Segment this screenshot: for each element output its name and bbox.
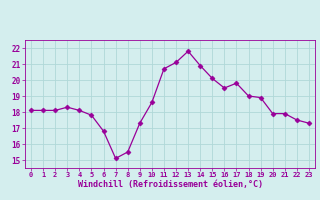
X-axis label: Windchill (Refroidissement éolien,°C): Windchill (Refroidissement éolien,°C) (77, 180, 262, 189)
